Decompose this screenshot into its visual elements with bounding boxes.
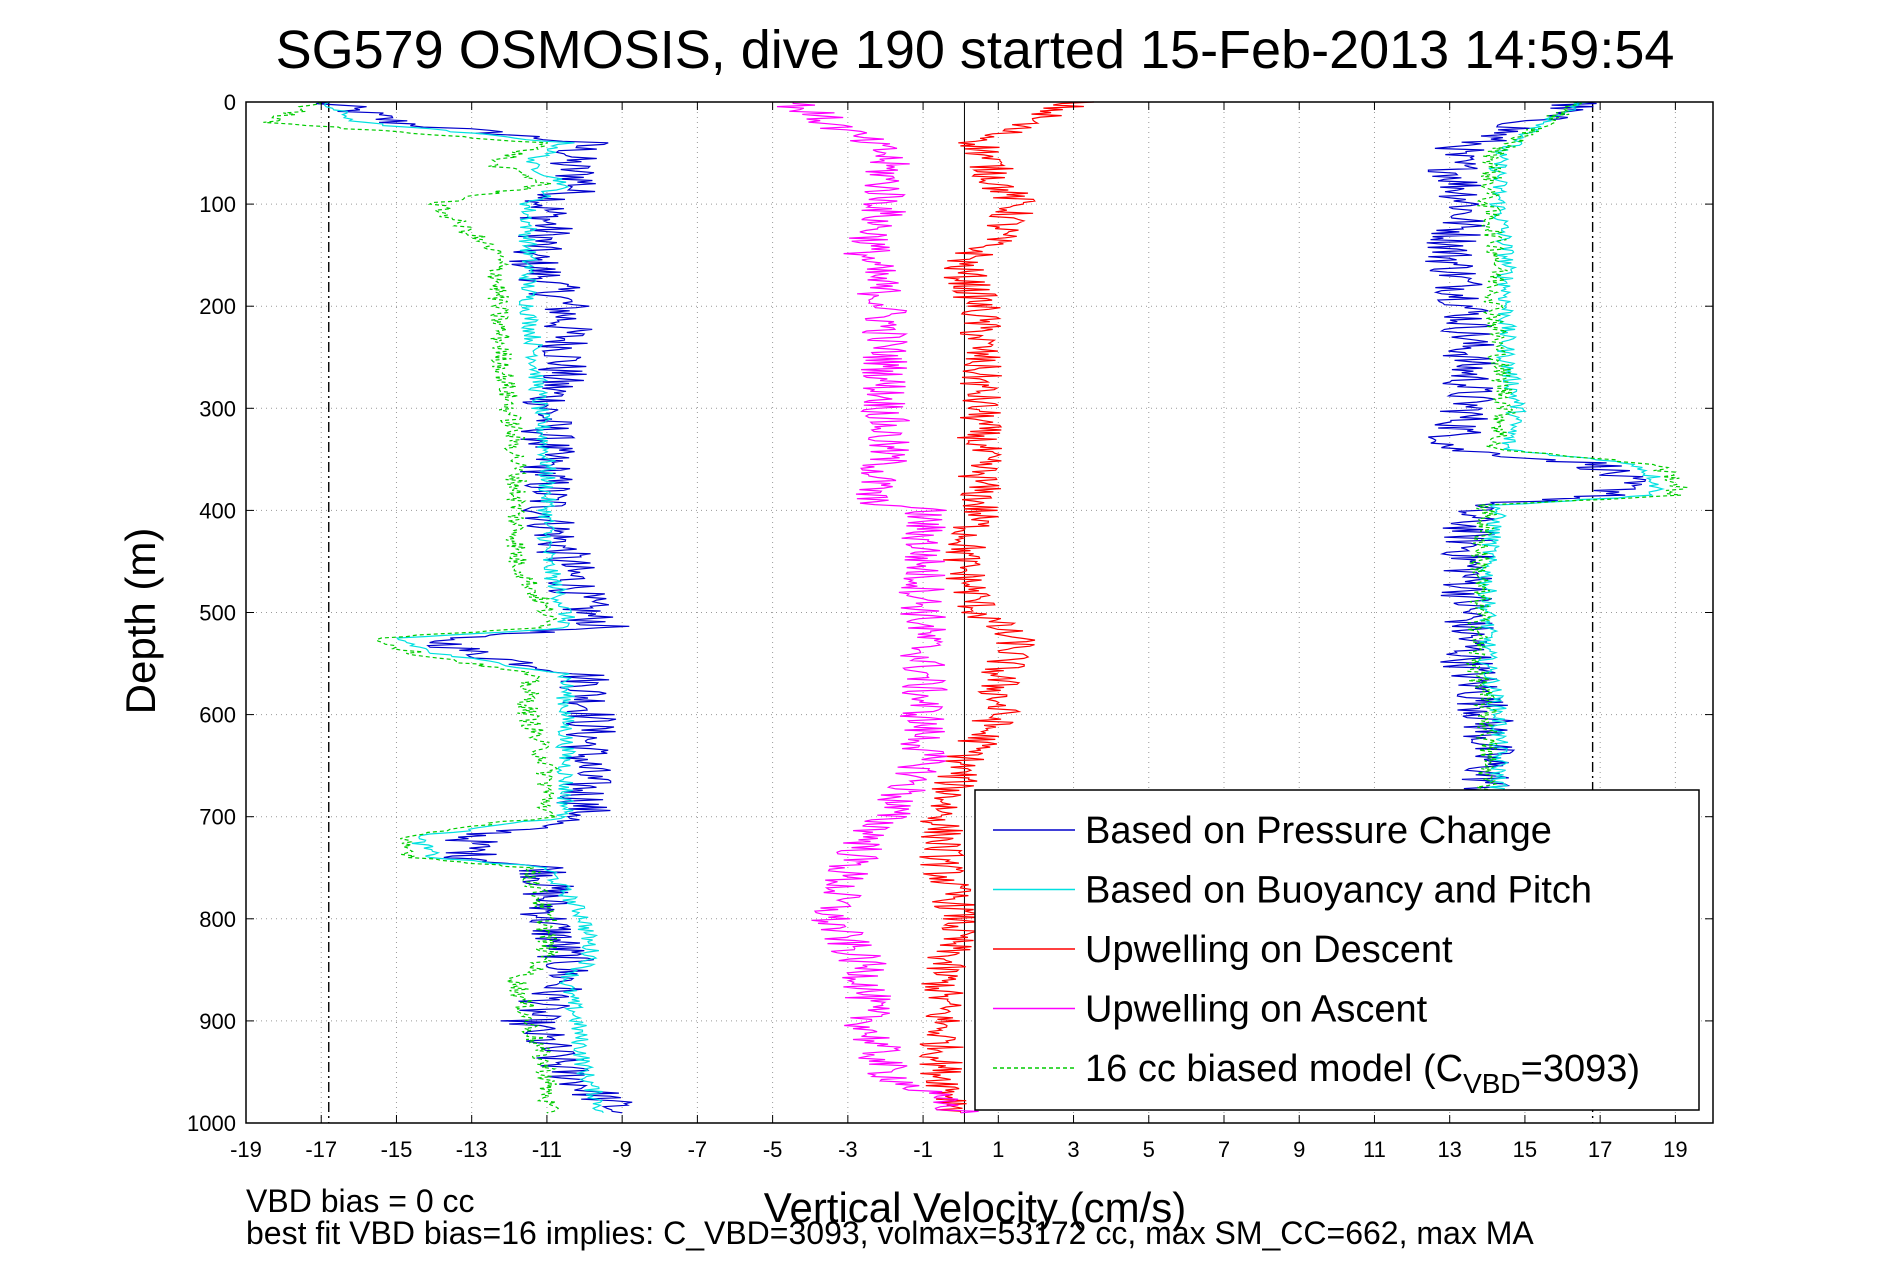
x-tick-label: -1 — [913, 1137, 933, 1162]
x-tick-label: 13 — [1437, 1137, 1461, 1162]
annotation-best-fit: best fit VBD bias=16 implies: C_VBD=3093… — [246, 1215, 1534, 1251]
series-line — [1425, 101, 1647, 797]
legend-label: 16 cc biased model (CVBD=3093) — [1085, 1048, 1640, 1099]
x-tick-label: 9 — [1293, 1137, 1305, 1162]
legend-box — [974, 789, 1700, 1111]
y-tick-label: 300 — [199, 396, 236, 421]
series-line — [1465, 101, 1689, 797]
x-tick-label: 5 — [1143, 1137, 1155, 1162]
y-axis-label: Depth (m) — [117, 528, 164, 715]
x-tick-label: -9 — [612, 1137, 632, 1162]
x-tick-label: -17 — [305, 1137, 337, 1162]
x-tick-label: -5 — [763, 1137, 783, 1162]
x-tick-label: 19 — [1663, 1137, 1687, 1162]
x-tick-label: 17 — [1588, 1137, 1612, 1162]
annotation-vbd-bias: VBD bias = 0 cc — [246, 1183, 475, 1219]
x-tick-label: 3 — [1067, 1137, 1079, 1162]
y-tick-label: 200 — [199, 294, 236, 319]
x-tick-label: 11 — [1363, 1137, 1386, 1162]
y-tick-label: 700 — [199, 805, 236, 830]
series-line — [776, 101, 979, 1114]
legend-label: Upwelling on Descent — [1085, 929, 1453, 971]
legend-label-main: 16 cc biased model (C — [1085, 1048, 1463, 1090]
legend-label: Based on Pressure Change — [1085, 810, 1552, 852]
x-tick-label: -19 — [230, 1137, 262, 1162]
x-tick-label: -11 — [532, 1137, 562, 1162]
y-tick-label: 500 — [199, 601, 236, 626]
chart-title: SG579 OSMOSIS, dive 190 started 15-Feb-2… — [276, 20, 1675, 80]
legend-label-tail: =3093) — [1521, 1048, 1640, 1090]
x-tick-label: -3 — [838, 1137, 858, 1162]
legend-label: Based on Buoyancy and Pitch — [1085, 870, 1592, 912]
x-tick-label: 1 — [992, 1137, 1004, 1162]
series-line — [315, 101, 633, 1114]
x-axis-label: Vertical Velocity (cm/s) — [764, 1184, 1186, 1231]
legend-label-subscript: VBD — [1463, 1068, 1521, 1099]
y-tick-label: 400 — [199, 498, 236, 523]
series-line — [263, 101, 560, 1114]
y-tick-label: 1000 — [187, 1111, 236, 1136]
series-line — [323, 101, 604, 1114]
y-tick-label: 900 — [199, 1009, 236, 1034]
x-tick-label: -13 — [456, 1137, 488, 1162]
x-tick-label: -7 — [688, 1137, 708, 1162]
x-tick-label: 15 — [1513, 1137, 1537, 1162]
x-tick-label: 7 — [1218, 1137, 1230, 1162]
y-tick-label: 0 — [224, 90, 236, 115]
x-tick-label: -15 — [381, 1137, 413, 1162]
series-line — [918, 101, 1094, 1113]
series-line — [1477, 101, 1665, 797]
y-tick-label: 800 — [199, 907, 236, 932]
y-tick-label: 600 — [199, 703, 236, 728]
legend-label: Upwelling on Ascent — [1085, 989, 1428, 1031]
legend: Based on Pressure Change Based on Buoyanc… — [974, 789, 1700, 1111]
y-tick-label: 100 — [199, 192, 236, 217]
